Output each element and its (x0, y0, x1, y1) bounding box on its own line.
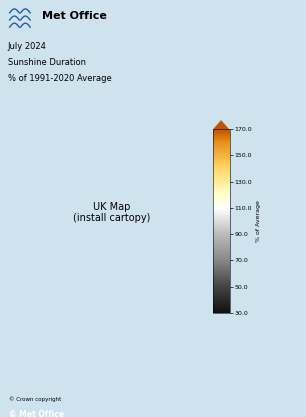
Text: July 2024: July 2024 (8, 42, 47, 50)
Text: % of 1991-2020 Average: % of 1991-2020 Average (8, 73, 111, 83)
Text: UK Map
(install cartopy): UK Map (install cartopy) (73, 202, 150, 224)
Text: Sunshine Duration: Sunshine Duration (8, 58, 86, 67)
Text: Met Office: Met Office (43, 11, 107, 21)
Text: © Crown copyright: © Crown copyright (9, 397, 62, 402)
Y-axis label: % of Average: % of Average (256, 200, 261, 242)
Text: © Met Office: © Met Office (9, 410, 64, 417)
Polygon shape (213, 120, 229, 129)
